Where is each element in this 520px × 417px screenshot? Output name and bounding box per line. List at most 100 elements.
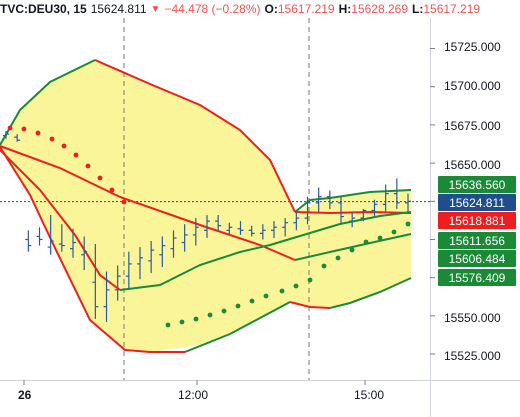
sar-dot-red: [35, 130, 41, 136]
legend-header: TVC:DEU30, 15 15624.811 ▼ −44.478 (−0.28…: [0, 0, 520, 18]
open-value: 15617.219: [277, 2, 335, 16]
ohlc-bar: [360, 208, 367, 222]
ohlc-bar: [315, 187, 322, 212]
ohlc-bar: [70, 228, 76, 258]
lower-band-badge: 15576.409: [438, 269, 516, 286]
sar-dot-green: [293, 283, 299, 289]
lower-band-green: [184, 301, 291, 353]
price-tick: 15725.000: [444, 40, 501, 54]
sar-dot-green: [221, 308, 227, 314]
last-price: 15624.811: [90, 2, 147, 16]
sar-dot-green: [235, 303, 241, 309]
sar-dot-red: [109, 187, 115, 193]
current-price-badge: 15624.811: [438, 194, 516, 211]
price-tick: 15525.000: [444, 349, 501, 363]
ohlc-bar: [349, 211, 356, 228]
inner-band-green: [119, 211, 412, 291]
ohlc-bar: [338, 196, 344, 225]
ohlc-bar: [382, 184, 389, 212]
time-tick: 12:00: [178, 388, 209, 402]
inner-band-red: [0, 145, 296, 261]
sar-dot-green: [321, 263, 327, 269]
ohlc-bar: [204, 215, 210, 238]
sar-dot-green: [391, 229, 397, 235]
sar-dot-green: [363, 239, 369, 245]
red-band-badge: 15618.881: [438, 212, 516, 229]
ohlc-bar: [3, 131, 9, 139]
sar-dot-green: [307, 277, 313, 283]
ohlc-bar: [271, 221, 277, 238]
ohlc-bar: [25, 230, 32, 252]
ohlc-bar: [248, 225, 255, 237]
upper-band-red: [94, 59, 296, 213]
upper-band-badge: 15636.560: [438, 176, 516, 193]
ohlc-bar: [125, 251, 132, 289]
sar-dot-red: [85, 163, 91, 169]
ohlc-bar: [371, 199, 378, 217]
lower-band-green: [329, 277, 412, 309]
inner-band-green: [294, 233, 412, 261]
sar-dot-red: [49, 136, 55, 142]
time-tick: 26: [18, 388, 32, 402]
sar-dot-red: [121, 199, 127, 205]
middle-band-badge: 15611.656: [438, 232, 516, 249]
ohlc-bar: [393, 178, 400, 209]
ohlc-bar: [192, 218, 199, 246]
price-tick: 15700.000: [444, 79, 501, 93]
ohlc-bar: [58, 224, 65, 252]
open-label: O:: [264, 2, 278, 16]
sar-dot-green: [179, 319, 185, 325]
ohlc-bar: [259, 224, 266, 240]
time-tick: 15:00: [354, 388, 385, 402]
sar-dot-red: [7, 125, 13, 131]
high-label: H:: [338, 2, 352, 16]
sar-dot-green: [193, 316, 199, 322]
ohlc-bar: [170, 230, 177, 258]
ohlc-bar: [215, 215, 222, 232]
price-tick: 15550.000: [444, 311, 501, 325]
sar-dot-red: [73, 152, 79, 158]
ohlc-bar: [304, 196, 311, 225]
price-tick: 15650.000: [444, 158, 501, 172]
lower-band-red: [289, 301, 331, 309]
sar-dot-green: [207, 312, 213, 318]
sar-dot-green: [349, 247, 355, 253]
sar-dot-red: [61, 143, 67, 149]
ohlc-bar: [36, 227, 43, 246]
inner-band-red: [294, 210, 412, 215]
ohlc-bar: [181, 224, 188, 252]
sar-dot-green: [405, 221, 411, 227]
price-change: −44.478 (−0.28%): [164, 2, 261, 16]
ohlc-bar: [326, 190, 333, 209]
sar-dot-red: [97, 175, 103, 181]
sar-dot-green: [279, 288, 285, 294]
low-value: 15617.219: [423, 2, 481, 16]
ohlc-bar: [226, 222, 233, 235]
down-triangle-icon: ▼: [150, 3, 161, 15]
ohlc-bar: [237, 221, 244, 235]
ohlc-bar: [47, 215, 54, 255]
ohlc-bar: [114, 265, 121, 301]
sar-dot-green: [377, 235, 383, 241]
sar-dot-green: [249, 298, 255, 304]
sar-dot-red: [21, 126, 27, 132]
ohlc-bar: [81, 236, 88, 271]
ohlc-bar: [159, 236, 166, 267]
ohlc-bar: [293, 211, 300, 231]
ohlc-bar: [148, 241, 155, 274]
ohlc-bar: [405, 193, 411, 214]
ohlc-bar: [92, 244, 99, 319]
sar-badge: 15606.484: [438, 250, 516, 267]
sar-dot-green: [263, 293, 269, 299]
high-value: 15628.269: [351, 2, 409, 16]
ohlc-bar: [282, 218, 289, 237]
ohlc-bar: [14, 134, 21, 142]
sar-dot-green: [335, 255, 341, 261]
lower-band-red: [0, 146, 185, 353]
symbol-label[interactable]: TVC:DEU30, 15: [0, 2, 87, 16]
sar-dot-green: [165, 322, 171, 328]
low-label: L:: [412, 2, 424, 16]
ohlc-bar: [137, 247, 143, 280]
